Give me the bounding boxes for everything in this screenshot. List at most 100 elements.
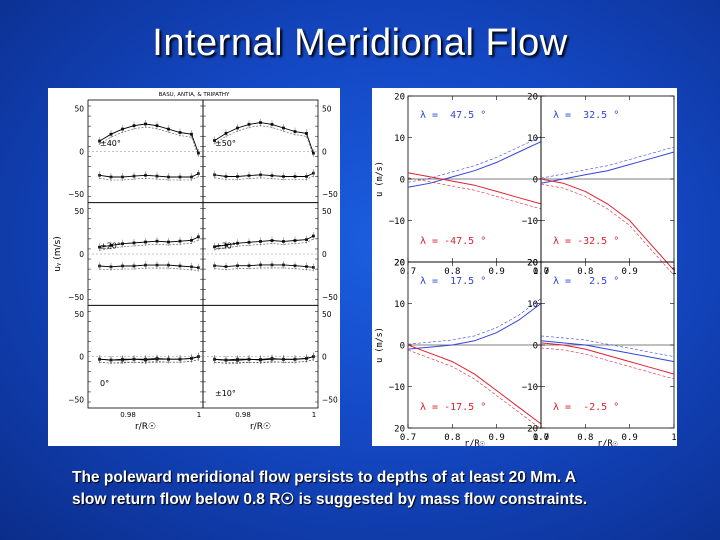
panel-label: 0° <box>100 379 109 388</box>
x-axis-label: r/R☉ <box>250 422 271 432</box>
x-tick-label: 1.0 <box>533 433 549 443</box>
y-tick-label: 20 <box>394 259 405 269</box>
y-tick-label: −10 <box>389 383 405 393</box>
y-tick-label: 20 <box>527 93 538 103</box>
series-line <box>214 356 314 361</box>
blue-latitude-label: λ = 17.5 ° <box>420 276 486 287</box>
y-axis-label: u (m/s) <box>375 161 385 197</box>
panel-label: ±40° <box>100 139 121 148</box>
y-tick-label: 20 <box>527 425 538 435</box>
series-line <box>214 122 314 154</box>
red-error-band <box>407 177 542 210</box>
blue-curve <box>407 141 542 188</box>
chart-header: BASU, ANTIA, & TRIPATHY <box>159 92 230 98</box>
x-tick-label: 0.9 <box>622 433 638 443</box>
red-latitude-label: λ = -17.5 ° <box>420 402 486 413</box>
y-tick-label: 20 <box>527 259 538 269</box>
panel-label: ±20° <box>100 242 121 251</box>
red-error-band <box>407 349 542 430</box>
right-chart-panel: λ = 47.5 ° λ = -47.5 ° 20 10 0 −10 20 u (m/s) 0.… <box>372 88 677 450</box>
y-tick-label: 10 <box>394 134 405 144</box>
y-tick-label: −50 <box>68 293 84 302</box>
slide-caption: The poleward meridional flow persists to… <box>72 467 672 511</box>
y-tick-label: 0 <box>322 353 327 362</box>
red-latitude-label: λ = -2.5 ° <box>553 402 619 413</box>
y-tick-label: 0 <box>400 342 405 352</box>
x-tick-label: 0.98 <box>235 411 251 419</box>
blue-latitude-label: λ = 2.5 ° <box>553 276 619 287</box>
model-line <box>214 125 314 157</box>
x-tick-label: 0.8 <box>577 267 593 277</box>
panel-label: ±10° <box>215 389 236 398</box>
y-tick-label: −50 <box>322 190 338 199</box>
x-tick-label: 0.7 <box>533 433 549 443</box>
x-tick-label: 0.98 <box>120 411 136 419</box>
y-tick-label: 0 <box>322 250 327 259</box>
y-tick-label: −50 <box>68 190 84 199</box>
y-tick-label: 50 <box>322 207 332 216</box>
y-tick-label: 0 <box>79 250 84 259</box>
y-tick-label: −10 <box>522 383 538 393</box>
left-chart-panel: BASU, ANTIA, & TRIPATHY ±40° 50 0 −50 ±50° 50… <box>48 88 340 446</box>
red-curve <box>540 342 675 375</box>
series-line <box>99 173 199 178</box>
y-tick-label: −10 <box>389 217 405 227</box>
x-tick-label: 0.8 <box>577 433 593 443</box>
y-tick-label: 50 <box>74 310 84 319</box>
red-curve <box>540 178 675 271</box>
y-tick-label: 0 <box>79 353 84 362</box>
y-tick-label: 20 <box>394 425 405 435</box>
y-tick-label: 0 <box>533 176 538 186</box>
series-line <box>214 172 314 177</box>
blue-curve <box>407 303 542 350</box>
y-tick-label: 10 <box>527 300 538 310</box>
x-tick-label: 1 <box>312 411 316 419</box>
blue-error-band <box>540 335 675 357</box>
y-tick-label: 0 <box>322 147 327 156</box>
red-curve <box>407 172 542 205</box>
y-tick-label: 20 <box>394 259 405 269</box>
red-error-band <box>540 183 675 276</box>
y-tick-label: 50 <box>322 105 332 114</box>
red-curve <box>407 344 542 425</box>
caption-line-2: slow return flow below 0.8 R☉ is suggest… <box>72 491 588 508</box>
y-tick-label: −50 <box>322 293 338 302</box>
blue-error-band <box>540 146 675 179</box>
y-tick-label: −50 <box>68 395 84 404</box>
blue-error-band <box>407 136 542 183</box>
series-line <box>214 264 314 268</box>
y-tick-label: 0 <box>400 176 405 186</box>
red-latitude-label: λ = -32.5 ° <box>553 236 619 247</box>
y-tick-label: −50 <box>322 395 338 404</box>
x-tick-label: 0.8 <box>444 433 460 443</box>
panel-label: ±30° <box>215 242 236 251</box>
red-latitude-label: λ = -47.5 ° <box>420 236 486 247</box>
x-tick-label: 0.8 <box>444 267 460 277</box>
series-line <box>99 123 199 154</box>
left-chart: BASU, ANTIA, & TRIPATHY ±40° 50 0 −50 ±50° 50… <box>53 92 338 432</box>
y-tick-label: 50 <box>74 207 84 216</box>
x-axis-label: r/R☉ <box>464 439 484 446</box>
model-line <box>99 267 199 271</box>
y-tick-label: 50 <box>74 105 84 114</box>
x-tick-label: 1 <box>671 433 676 443</box>
series-line <box>99 264 199 269</box>
y-axis-label: u (m/s) <box>375 327 385 363</box>
x-tick-label: 0.7 <box>400 433 416 443</box>
y-axis-label: uᵧ (m/s) <box>53 236 63 271</box>
panel-label: ±50° <box>215 139 236 148</box>
y-tick-label: −10 <box>522 217 538 227</box>
series-line <box>99 236 199 248</box>
y-tick-label: 20 <box>527 259 538 269</box>
blue-error-band <box>407 298 542 345</box>
x-tick-label: 0.9 <box>489 433 505 443</box>
x-tick-label: 1 <box>197 411 201 419</box>
blue-curve <box>540 151 675 184</box>
blue-latitude-label: λ = 47.5 ° <box>420 110 486 121</box>
x-axis-label: r/R☉ <box>135 422 156 432</box>
y-tick-label: 50 <box>322 310 332 319</box>
series-line <box>214 235 314 248</box>
model-line <box>214 267 314 271</box>
x-tick-label: 0.9 <box>489 267 505 277</box>
